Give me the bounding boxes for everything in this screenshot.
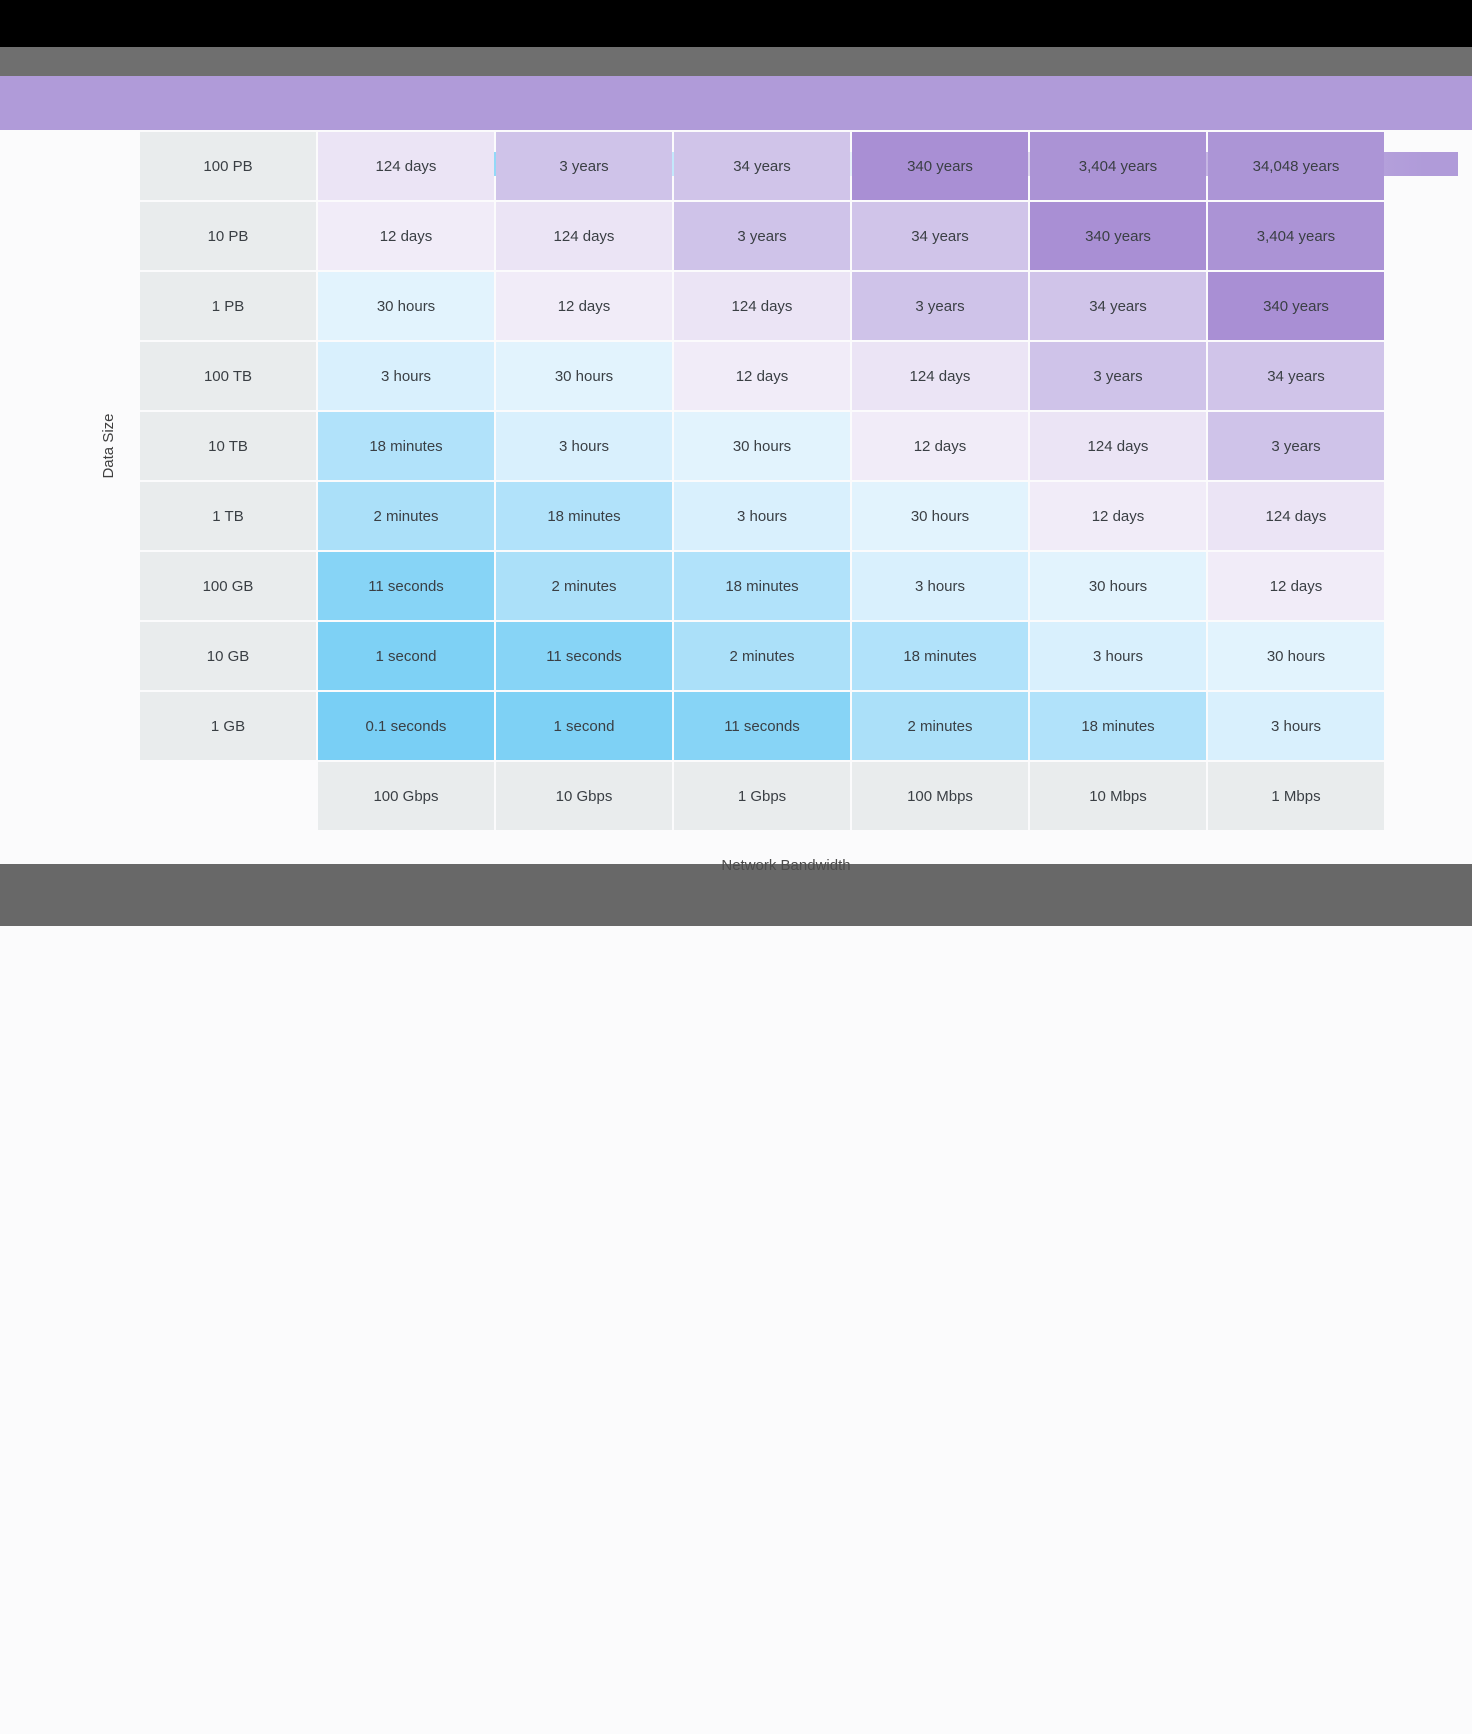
x-axis-label: Network Bandwidth: [721, 857, 851, 874]
heatmap-cell: 3 years: [674, 202, 850, 270]
row-label-1-pb: 1 PB: [140, 272, 316, 340]
heatmap-cell: 3 hours: [674, 482, 850, 550]
heatmap-cell: 18 minutes: [1030, 692, 1206, 760]
heatmap-cell: 11 seconds: [318, 552, 494, 620]
col-label-1-gbps: 1 Gbps: [674, 762, 850, 830]
heatmap-cell: 340 years: [852, 132, 1028, 200]
heatmap-cell: 340 years: [1208, 272, 1384, 340]
heatmap-cell: 30 hours: [1030, 552, 1206, 620]
viewer-toolbar: [0, 47, 1472, 109]
heatmap-cell: 12 days: [318, 202, 494, 270]
heatmap-cell: 2 minutes: [318, 482, 494, 550]
purple-header-band: [0, 76, 1472, 176]
heatmap-cell: 3 hours: [1030, 622, 1206, 690]
heatmap-cell: 2 minutes: [496, 552, 672, 620]
col-label-10-gbps: 10 Gbps: [496, 762, 672, 830]
heatmap-cell: 30 hours: [318, 272, 494, 340]
heatmap-cell: 30 hours: [674, 412, 850, 480]
heatmap-cell: 12 days: [1208, 552, 1384, 620]
heatmap-cell: 12 days: [1030, 482, 1206, 550]
heatmap-cell: 3,404 years: [1208, 202, 1384, 270]
heatmap-cell: 34 years: [852, 202, 1028, 270]
heatmap-cell: 18 minutes: [674, 552, 850, 620]
heatmap-cell: 34 years: [1208, 342, 1384, 410]
row-label-1-tb: 1 TB: [140, 482, 316, 550]
row-label-100-tb: 100 TB: [140, 342, 316, 410]
heatmap-cell: 3 hours: [496, 412, 672, 480]
heatmap-cell: 124 days: [318, 132, 494, 200]
col-label-1-mbps: 1 Mbps: [1208, 762, 1384, 830]
heatmap-cell: 3 hours: [1208, 692, 1384, 760]
row-label-100-pb: 100 PB: [140, 132, 316, 200]
heatmap-cell: 3 hours: [318, 342, 494, 410]
heatmap-cell: 3 years: [1030, 342, 1206, 410]
heatmap-cell: 34 years: [1030, 272, 1206, 340]
top-letterbox-bar: [0, 0, 1472, 47]
heatmap-cell: 1 second: [496, 692, 672, 760]
heatmap-cell: 3,404 years: [1030, 132, 1206, 200]
corner-spacer: [140, 762, 316, 830]
heatmap-cell: 0.1 seconds: [318, 692, 494, 760]
heatmap-cell: 124 days: [674, 272, 850, 340]
heatmap-cell: 2 minutes: [674, 622, 850, 690]
heatmap-cell: 18 minutes: [318, 412, 494, 480]
heatmap-cell: 18 minutes: [496, 482, 672, 550]
heatmap-cell: 12 days: [852, 412, 1028, 480]
row-label-10-pb: 10 PB: [140, 202, 316, 270]
row-label-100-gb: 100 GB: [140, 552, 316, 620]
heatmap-cell: 1 second: [318, 622, 494, 690]
row-label-10-gb: 10 GB: [140, 622, 316, 690]
heatmap-cell: 30 hours: [1208, 622, 1384, 690]
heatmap-cell: 340 years: [1030, 202, 1206, 270]
heatmap-cell: 124 days: [1208, 482, 1384, 550]
transfer-time-heatmap: 100 PB 124 days 3 years 34 years 340 years 3,…: [140, 132, 1384, 830]
heatmap-cell: 30 hours: [852, 482, 1028, 550]
heatmap-cell: 124 days: [852, 342, 1028, 410]
col-label-100-mbps: 100 Mbps: [852, 762, 1028, 830]
heatmap-cell: 3 years: [852, 272, 1028, 340]
heatmap-cell: 34 years: [674, 132, 850, 200]
y-axis-label: Data Size: [100, 413, 117, 479]
heatmap-cell: 12 days: [674, 342, 850, 410]
heatmap-cell: 3 years: [1208, 412, 1384, 480]
heatmap-cell: 3 years: [496, 132, 672, 200]
heatmap-cell: 18 minutes: [852, 622, 1028, 690]
heatmap-cell: 30 hours: [496, 342, 672, 410]
col-label-10-mbps: 10 Mbps: [1030, 762, 1206, 830]
col-label-100-gbps: 100 Gbps: [318, 762, 494, 830]
heatmap-cell: 124 days: [496, 202, 672, 270]
heatmap-cell: 11 seconds: [674, 692, 850, 760]
heatmap-cell: 3 hours: [852, 552, 1028, 620]
heatmap-cell: 12 days: [496, 272, 672, 340]
row-label-1-gb: 1 GB: [140, 692, 316, 760]
row-label-10-tb: 10 TB: [140, 412, 316, 480]
heatmap-cell: 11 seconds: [496, 622, 672, 690]
heatmap-cell: 2 minutes: [852, 692, 1028, 760]
heatmap-cell: 34,048 years: [1208, 132, 1384, 200]
heatmap-cell: 124 days: [1030, 412, 1206, 480]
